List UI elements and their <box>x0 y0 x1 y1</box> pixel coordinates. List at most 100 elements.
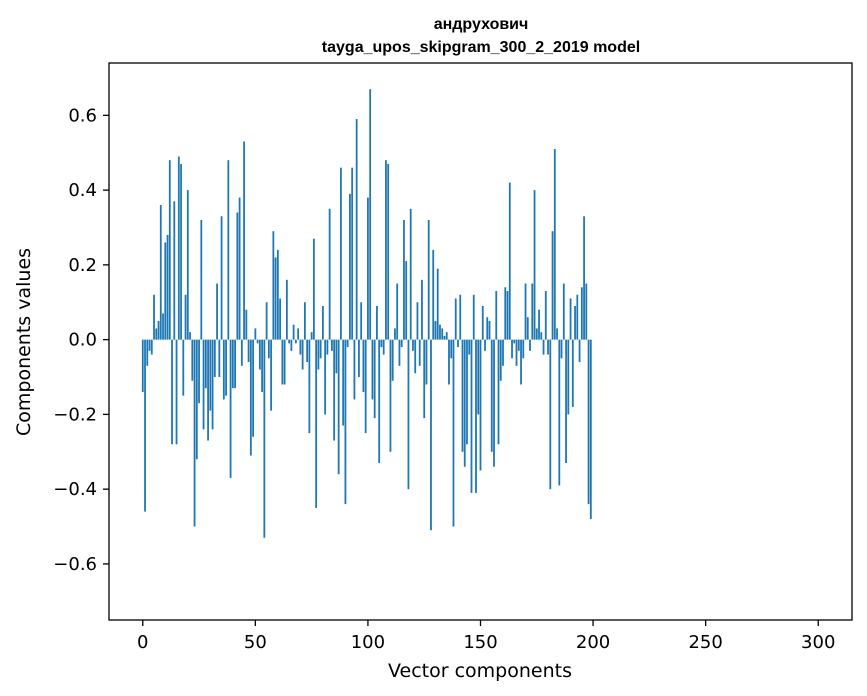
bar <box>585 283 588 340</box>
bar <box>522 339 525 359</box>
bar <box>234 339 236 389</box>
bar <box>405 261 408 340</box>
x-axis-label: Vector components <box>388 660 572 682</box>
bar <box>364 339 367 434</box>
bar <box>589 339 592 520</box>
bar <box>531 283 534 340</box>
bar <box>344 339 347 505</box>
bar <box>342 339 345 426</box>
bar <box>506 291 509 340</box>
bar <box>373 339 376 419</box>
bar <box>436 268 439 340</box>
bar <box>520 339 522 385</box>
bar <box>414 339 417 374</box>
x-tick-label: 100 <box>351 632 385 653</box>
bar <box>403 220 405 340</box>
bar <box>225 339 227 396</box>
bar <box>396 283 399 340</box>
bar <box>285 279 288 340</box>
y-tick-label: −0.6 <box>53 554 97 575</box>
bar <box>146 339 149 366</box>
bar <box>281 339 284 385</box>
bar <box>479 339 482 471</box>
bar <box>184 294 187 340</box>
bar <box>346 339 349 348</box>
bar <box>398 339 401 366</box>
bar <box>328 208 331 340</box>
bar <box>294 339 297 344</box>
bar <box>376 305 378 340</box>
chart-title: андрухович <box>434 16 529 33</box>
bar <box>270 339 273 411</box>
bar <box>587 339 590 505</box>
bar <box>558 339 561 486</box>
bar <box>308 339 311 434</box>
bar <box>450 339 453 359</box>
bar <box>508 182 511 340</box>
bar <box>533 190 536 340</box>
bar <box>227 160 230 340</box>
bar <box>432 249 435 340</box>
bar <box>189 332 191 340</box>
bar <box>535 328 538 340</box>
bar <box>301 339 304 370</box>
bar <box>267 339 270 359</box>
bar <box>412 339 414 351</box>
bar <box>157 320 160 340</box>
bar <box>513 339 516 344</box>
bar <box>540 332 543 340</box>
x-tick-label: 250 <box>688 632 722 653</box>
bar <box>529 339 531 351</box>
bar <box>222 339 225 400</box>
bar <box>238 197 241 340</box>
bar <box>495 291 498 340</box>
x-tick-label: 200 <box>576 632 610 653</box>
bar <box>177 156 180 340</box>
bar <box>583 216 585 340</box>
bar <box>162 313 164 340</box>
bar <box>463 339 466 467</box>
bar <box>175 339 178 445</box>
y-tick-label: 0.0 <box>68 330 97 351</box>
x-tick-label: 150 <box>463 632 497 653</box>
bar <box>159 205 162 340</box>
bar <box>324 339 327 415</box>
bar <box>565 339 567 463</box>
bar <box>258 339 261 370</box>
bar <box>173 201 176 340</box>
bar <box>209 339 212 411</box>
bar <box>362 339 365 392</box>
bar <box>468 339 471 355</box>
bar <box>340 167 342 340</box>
bar <box>425 339 428 385</box>
bar <box>567 339 570 415</box>
bar <box>312 238 315 340</box>
bar <box>504 287 507 340</box>
bar <box>461 339 464 452</box>
bar <box>276 249 279 340</box>
bar <box>459 294 462 340</box>
bar <box>490 339 493 452</box>
bar <box>249 339 252 456</box>
bar <box>421 279 423 340</box>
bar <box>441 328 444 340</box>
y-tick-label: 0.4 <box>68 180 97 201</box>
bar <box>310 332 313 340</box>
bar <box>551 231 554 340</box>
bar <box>265 302 268 340</box>
bar <box>247 339 250 363</box>
bar <box>380 339 383 348</box>
bar <box>164 242 167 340</box>
bar <box>526 317 529 340</box>
chart-subtitle: tayga_upos_skipgram_300_2_2019 model <box>322 39 640 56</box>
bar <box>297 328 300 340</box>
bar <box>349 193 351 340</box>
y-axis-label: Components values <box>13 248 35 436</box>
bar <box>207 339 209 441</box>
bar <box>153 294 155 340</box>
bar <box>515 339 518 366</box>
bar <box>367 197 369 340</box>
bar <box>245 309 248 340</box>
bar <box>326 339 329 355</box>
